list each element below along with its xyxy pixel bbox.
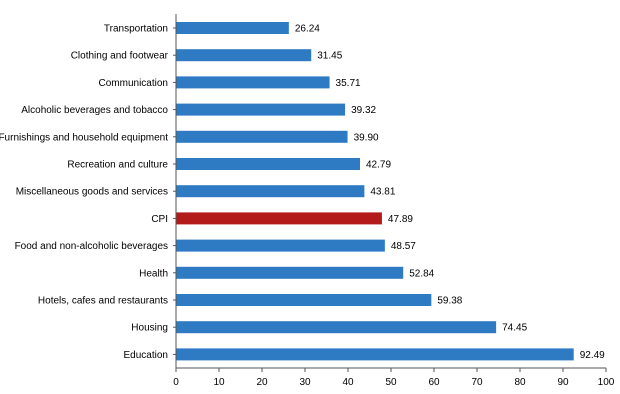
value-label: 43.81	[370, 187, 395, 198]
x-tick-label: 10	[213, 377, 225, 388]
category-label: Housing	[131, 323, 168, 334]
x-tick-label: 70	[471, 377, 483, 388]
category-label: Furnishings and household equipment	[0, 132, 168, 143]
bar-food-and-non-alcoholic-beverages	[176, 239, 385, 252]
category-label: Hotels, cafes and restaurants	[38, 296, 168, 307]
category-label: Food and non-alcoholic beverages	[15, 241, 168, 252]
bar-furnishings-and-household-equipment	[176, 130, 348, 143]
value-label: 59.38	[437, 296, 462, 307]
bar-clothing-and-footwear	[176, 49, 312, 62]
category-label: Transportation	[104, 24, 168, 35]
category-label: Clothing and footwear	[71, 51, 169, 62]
value-label: 92.49	[580, 350, 605, 361]
x-tick-label: 80	[514, 377, 526, 388]
bars-group	[176, 22, 574, 361]
value-label: 52.84	[409, 268, 434, 279]
value-label: 35.71	[336, 78, 361, 89]
bar-hotels-cafes-and-restaurants	[176, 294, 432, 306]
value-label: 39.32	[351, 105, 376, 116]
category-label: Alcoholic beverages and tobacco	[21, 105, 168, 116]
bar-recreation-and-culture	[176, 158, 360, 170]
category-label: Education	[124, 350, 168, 361]
category-label: Recreation and culture	[67, 160, 168, 171]
category-label: Communication	[99, 78, 168, 89]
category-label: CPI	[151, 214, 168, 225]
x-tick-label: 0	[173, 377, 179, 388]
value-label: 47.89	[388, 214, 413, 225]
bar-communication	[176, 76, 330, 89]
value-label: 48.57	[391, 241, 416, 252]
x-tick-label: 60	[428, 377, 440, 388]
value-label: 39.90	[354, 132, 379, 143]
category-label: Health	[139, 268, 168, 279]
x-tick-label: 30	[299, 377, 311, 388]
category-label: Miscellaneous goods and services	[16, 187, 168, 198]
bar-housing	[176, 321, 497, 334]
bar-transportation	[176, 22, 289, 34]
x-tick-label: 40	[342, 377, 354, 388]
x-tick-label: 100	[598, 377, 615, 388]
value-label: 74.45	[502, 323, 527, 334]
bar-health	[176, 266, 404, 279]
value-label: 31.45	[317, 51, 342, 62]
x-axis: 0 10 20 30 40 50 60 70 80 90 100	[173, 14, 615, 388]
bar-education	[176, 348, 574, 361]
bar-alcoholic-beverages-and-tobacco	[176, 103, 346, 116]
labels-group: Transportation 26.24 Clothing and footwear…	[0, 24, 605, 361]
value-label: 26.24	[295, 24, 320, 35]
value-label: 42.79	[366, 160, 391, 171]
x-tick-label: 50	[385, 377, 397, 388]
x-tick-label: 20	[256, 377, 268, 388]
bar-miscellaneous-goods-and-services	[176, 185, 365, 198]
x-tick-label: 90	[557, 377, 569, 388]
bar-cpi	[176, 212, 382, 225]
